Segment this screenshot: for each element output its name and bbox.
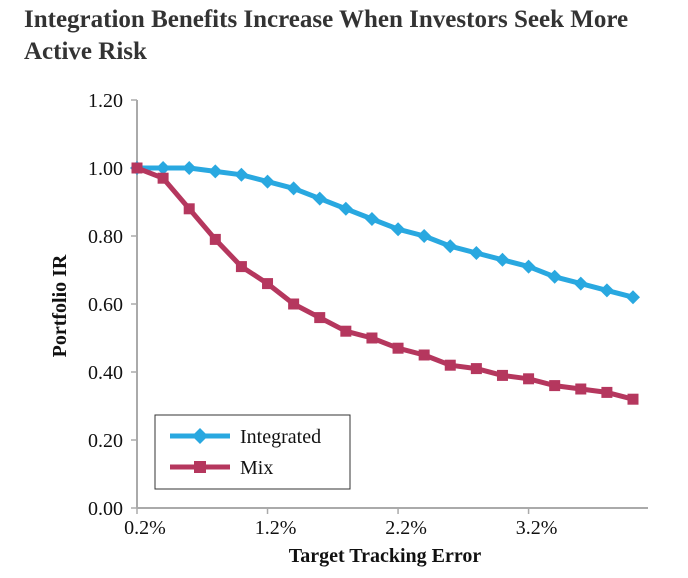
series-line — [136, 165, 634, 402]
y-tick-label: 1.20 — [88, 90, 123, 112]
data-point — [470, 363, 482, 375]
data-point — [183, 203, 195, 215]
x-tick-label: 0.2% — [124, 517, 166, 539]
data-point — [443, 239, 458, 254]
data-point — [131, 162, 143, 174]
x-axis-label: Target Tracking Error — [289, 545, 482, 567]
y-tick-label: 0.20 — [88, 430, 123, 452]
data-point — [521, 259, 536, 274]
legend: Integrated Mix — [154, 414, 351, 490]
data-point — [444, 359, 456, 371]
data-point — [601, 386, 613, 398]
legend-swatch-marker — [192, 428, 208, 444]
data-point — [469, 246, 484, 260]
data-point — [262, 278, 274, 290]
y-tick-label: 0.40 — [88, 362, 123, 384]
data-point — [209, 233, 221, 245]
data-point — [338, 201, 353, 216]
data-point — [234, 167, 249, 182]
data-point — [627, 393, 639, 405]
data-point — [392, 342, 404, 354]
legend-item-mix: Mix — [170, 457, 273, 479]
data-point — [575, 383, 587, 395]
legend-label: Mix — [240, 457, 273, 479]
data-point — [182, 161, 197, 175]
x-tick-label: 1.2% — [255, 517, 297, 539]
chart-title: Integration Benefits Increase When Inves… — [24, 6, 629, 65]
data-point — [260, 174, 275, 189]
legend-item-integrated: Integrated — [170, 426, 321, 448]
y-tick-label: 1.00 — [88, 158, 123, 180]
x-ticks: 0.2% 1.2% 2.2% 3.2% — [124, 508, 557, 539]
data-point — [366, 332, 378, 344]
series-mix — [131, 162, 639, 405]
y-tick-label: 0.60 — [88, 294, 123, 316]
data-point — [312, 191, 327, 206]
data-point — [418, 349, 430, 361]
y-tick-label: 0.00 — [88, 498, 123, 520]
data-point — [364, 212, 379, 226]
data-point — [573, 276, 588, 291]
data-point — [235, 261, 247, 273]
data-point — [523, 373, 535, 385]
data-point — [156, 161, 171, 175]
y-ticks: 0.00 0.20 0.40 0.60 0.80 1.00 1.20 — [88, 90, 137, 520]
series-layer — [130, 161, 640, 405]
data-point — [417, 229, 432, 243]
data-point — [391, 222, 406, 237]
x-tick-label: 2.2% — [385, 517, 427, 539]
data-point — [288, 298, 300, 310]
data-point — [549, 380, 561, 392]
data-point — [547, 269, 562, 284]
series-integrated — [130, 161, 640, 305]
data-point — [340, 325, 352, 337]
legend-label: Integrated — [240, 426, 321, 448]
data-point — [286, 181, 301, 196]
data-point — [208, 164, 223, 179]
legend-swatch-marker — [194, 461, 206, 473]
data-point — [626, 290, 640, 305]
y-axis-label: Portfolio IR — [49, 254, 71, 357]
data-point — [496, 369, 508, 381]
data-point — [157, 172, 169, 184]
data-point — [314, 312, 326, 324]
data-point — [599, 283, 614, 298]
legend-box — [154, 414, 351, 490]
y-tick-label: 0.80 — [88, 226, 123, 248]
x-tick-label: 3.2% — [516, 517, 558, 539]
data-point — [495, 252, 510, 267]
